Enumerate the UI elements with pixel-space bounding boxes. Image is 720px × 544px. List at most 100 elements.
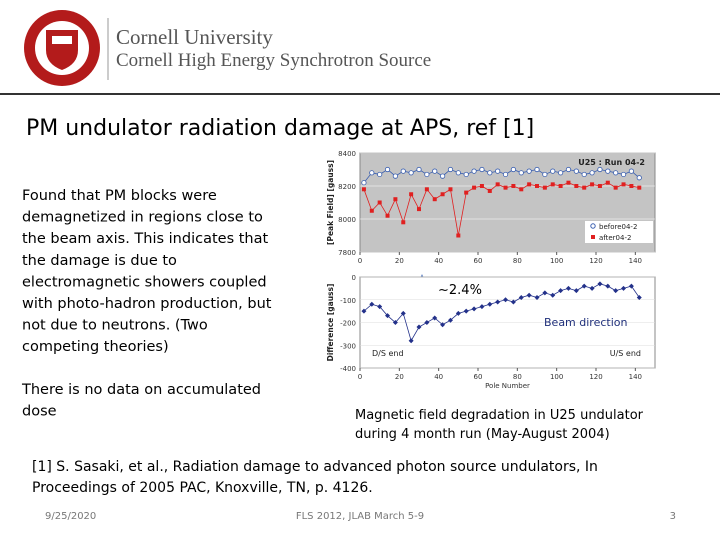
- point: [519, 187, 524, 192]
- x-tick-label: 0: [358, 373, 362, 381]
- point: [440, 192, 445, 197]
- point: [479, 166, 485, 173]
- point: [432, 168, 438, 174]
- point: [400, 168, 406, 174]
- point: [511, 184, 516, 188]
- point: [565, 166, 572, 173]
- point: [377, 304, 383, 310]
- point: [495, 299, 501, 305]
- point: [487, 188, 492, 193]
- y-tick-label: -100: [340, 297, 356, 305]
- y-tick-label: 8200: [338, 183, 356, 191]
- point: [456, 233, 461, 238]
- x-tick-label: 100: [550, 373, 563, 381]
- x-tick-label: 0: [358, 257, 362, 265]
- point: [384, 166, 391, 173]
- point: [605, 283, 611, 289]
- point: [440, 322, 446, 328]
- point: [597, 281, 603, 287]
- shield-book: [52, 36, 72, 44]
- y-tick-label: -200: [340, 320, 356, 328]
- point: [377, 171, 383, 178]
- point: [448, 187, 453, 192]
- point: [542, 290, 548, 296]
- point: [400, 310, 406, 316]
- callout: Beam direction: [544, 316, 628, 329]
- panel-title: U25 : Run 04-2: [578, 158, 645, 167]
- body-line: the beam axis. This indicates that: [22, 231, 268, 247]
- point: [369, 170, 375, 176]
- point: [495, 168, 501, 174]
- point: [510, 299, 516, 305]
- point: [550, 168, 556, 174]
- y-tick-label: -400: [340, 365, 356, 373]
- point: [479, 304, 485, 310]
- body-line: with photo-hadron production, but: [22, 296, 272, 312]
- body-line: There is no data on accumulated: [21, 382, 261, 398]
- point: [535, 184, 539, 188]
- slide-title: PM undulator radiation damage at APS, re…: [26, 116, 534, 141]
- point: [566, 180, 571, 185]
- point: [439, 173, 446, 179]
- x-tick-label: 60: [474, 257, 483, 265]
- point: [361, 180, 367, 186]
- point: [518, 294, 524, 300]
- x-tick-label: 120: [589, 257, 602, 265]
- point: [487, 170, 493, 176]
- x-tick-label: 120: [589, 373, 602, 381]
- point: [527, 182, 532, 187]
- point: [581, 171, 587, 178]
- y-tick-label: 0: [352, 274, 356, 282]
- point: [628, 283, 634, 289]
- body-line: electromagnetic showers coupled: [22, 274, 267, 290]
- header-rule: [0, 93, 720, 95]
- x-axis-label: Pole Number: [485, 382, 530, 390]
- point: [385, 313, 391, 319]
- point: [417, 207, 421, 212]
- body-line: dose: [22, 403, 57, 419]
- point: [503, 297, 509, 303]
- y-tick-label: 7800: [338, 249, 356, 257]
- body-line: the damage is due to: [22, 253, 177, 269]
- point: [573, 288, 579, 294]
- panel-annotation: D/S end: [372, 349, 404, 358]
- point: [557, 170, 564, 176]
- point: [613, 288, 619, 294]
- x-tick-label: 60: [474, 373, 483, 381]
- point: [455, 310, 461, 316]
- point: [597, 184, 602, 188]
- body-line: competing theories): [22, 339, 169, 355]
- legend-marker: [591, 235, 595, 239]
- point: [620, 171, 627, 178]
- point: [558, 288, 564, 294]
- point: [369, 208, 374, 213]
- point: [526, 292, 532, 298]
- x-tick-label: 100: [550, 257, 563, 265]
- point: [605, 168, 611, 174]
- point: [558, 184, 563, 188]
- point: [432, 197, 437, 202]
- point: [629, 184, 634, 188]
- point: [393, 197, 398, 202]
- point: [432, 315, 438, 321]
- point: [455, 170, 461, 176]
- caption-line: during 4 month run (May-August 2004): [355, 427, 610, 442]
- x-tick-label: 20: [395, 373, 404, 381]
- point: [447, 166, 454, 173]
- y-tick-label: 8400: [338, 150, 356, 158]
- footer-event: FLS 2012, JLAB March 5-9: [296, 511, 424, 522]
- point: [424, 320, 430, 325]
- point: [542, 185, 547, 190]
- point: [369, 301, 375, 307]
- point: [605, 180, 610, 185]
- y-axis-label: Difference [gauss]: [326, 284, 335, 362]
- subtitle: Cornell High Energy Synchrotron Source: [116, 50, 431, 71]
- point: [636, 294, 642, 300]
- point: [495, 182, 500, 187]
- reference-line: [1] S. Sasaki, et al., Radiation damage …: [32, 459, 598, 475]
- point: [361, 187, 366, 192]
- point: [526, 168, 532, 174]
- point: [377, 200, 382, 205]
- body-line: demagnetized in regions close to: [22, 210, 263, 226]
- point: [361, 308, 367, 314]
